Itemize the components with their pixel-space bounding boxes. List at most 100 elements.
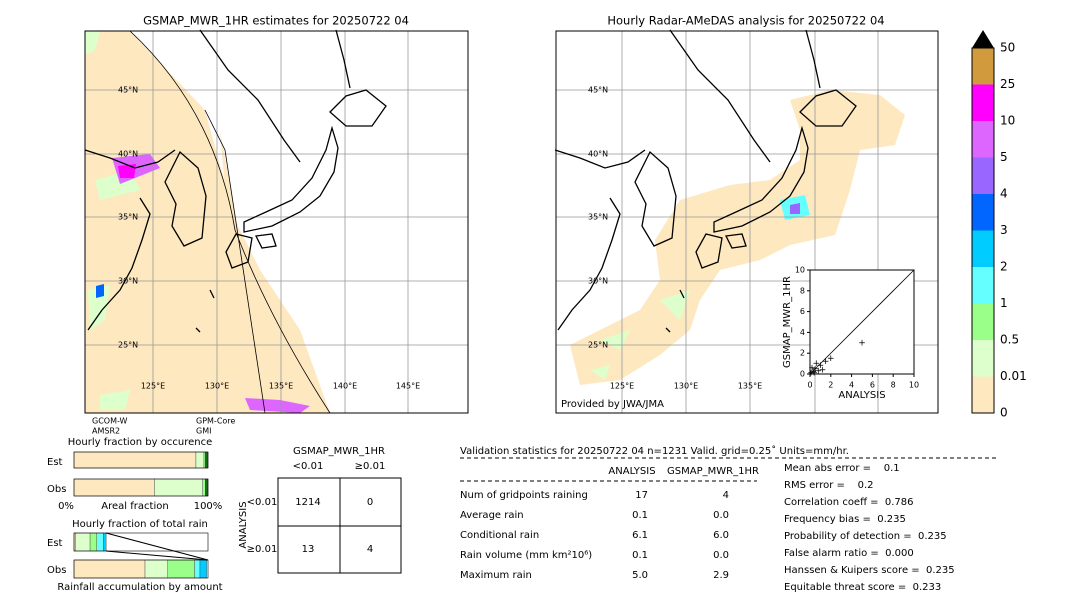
- map-title: GSMAP_MWR_1HR estimates for 20250722 04: [143, 14, 409, 28]
- fraction-segment: [154, 478, 203, 497]
- x-tick-label: 6: [870, 381, 875, 390]
- colorbar-swatch: [972, 230, 994, 267]
- col-label: ≥0.01: [355, 461, 386, 472]
- stat-name: Num of gridpoints raining: [460, 490, 588, 501]
- lon-label: 135°E: [269, 382, 293, 391]
- row-label: Obs: [47, 565, 66, 576]
- fraction-segment: [73, 559, 146, 579]
- y-tick-label: 8: [800, 286, 805, 295]
- stat-value: 0.1: [632, 550, 648, 561]
- connector: [105, 532, 209, 561]
- fraction-segment: [205, 451, 209, 469]
- col-label: GSMAP_MWR_1HR: [667, 466, 759, 477]
- bar-frame: [73, 559, 209, 579]
- credit: Provided by JWA/JMA: [561, 399, 664, 410]
- stat-name: Average rain: [460, 510, 524, 521]
- score: False alarm ratio = 0.000: [784, 548, 914, 559]
- validation-rows: Num of gridpoints raining 17 4 Average rain…: [460, 463, 955, 593]
- scatter-point: +: [827, 354, 835, 364]
- lat-label: 40°N: [588, 150, 608, 159]
- colorbar-label: 0.01: [1000, 369, 1027, 383]
- colorbar-swatch: [972, 376, 994, 413]
- row-label: Obs: [47, 484, 66, 495]
- cell: 0: [367, 497, 373, 508]
- connector: [105, 550, 209, 561]
- col-label: ANALYSIS: [608, 466, 655, 477]
- colorbar-swatch: [972, 121, 994, 158]
- score: Frequency bias = 0.235: [784, 514, 906, 525]
- panel-title: Hourly fraction by occurence: [68, 437, 212, 448]
- fraction-segment: [96, 532, 104, 552]
- x-tick-label: 8: [891, 381, 896, 390]
- fraction-segment: [202, 478, 206, 497]
- score: Correlation coeff = 0.786: [784, 497, 914, 508]
- colorbar-swatch: [972, 48, 994, 85]
- axis-label: 100%: [194, 501, 223, 512]
- colorbar-swatch: [972, 84, 994, 121]
- colorbar-label: 1: [1000, 296, 1008, 310]
- fraction-segment: [203, 451, 206, 469]
- colorbar: 0 0.01 0.5 1 2 3 4 5 10 25 50: [971, 41, 1027, 420]
- y-tick-label: 4: [800, 328, 805, 337]
- row-label: <0.01: [247, 497, 278, 508]
- stat-name: Maximum rain: [460, 570, 532, 581]
- panel-title: Hourly fraction of total rain: [72, 519, 208, 530]
- y-tick-label: 0: [800, 370, 805, 379]
- stat-value: 5.0: [632, 570, 648, 581]
- scatter-point: +: [808, 363, 816, 373]
- contingency-grid: [277, 477, 402, 574]
- sensor-label: GCOM-W: [92, 417, 128, 426]
- table-title: GSMAP_MWR_1HR: [293, 446, 385, 457]
- panel-footer: Rainfall accumulation by amount: [57, 582, 222, 593]
- fraction-segment: [195, 451, 205, 469]
- cell: 4: [367, 544, 373, 555]
- lat-label: 30°N: [118, 277, 138, 286]
- row-label: Est: [47, 538, 63, 549]
- score: Probability of detection = 0.235: [784, 531, 947, 542]
- colorbar-label: 0: [1000, 406, 1008, 420]
- fraction-segment: [75, 532, 91, 552]
- stat-name: Conditional rain: [460, 530, 539, 541]
- colorbar-swatch: [972, 267, 994, 304]
- lon-label: 135°E: [738, 382, 762, 391]
- lon-label: 130°E: [205, 382, 229, 391]
- lat-label: 35°N: [588, 213, 608, 222]
- scatter-point: +: [815, 366, 823, 376]
- bar-frame: [73, 451, 209, 469]
- score: Hanssen & Kuipers score = 0.235: [784, 565, 955, 576]
- scatter-xlabel: ANALYSIS: [838, 390, 885, 401]
- lat-label: 40°N: [118, 150, 138, 159]
- lon-label: 130°E: [674, 382, 698, 391]
- scatter-point: +: [809, 367, 817, 377]
- colorbar-label: 2: [1000, 260, 1008, 274]
- stat-value: 6.0: [713, 530, 729, 541]
- cell: 13: [302, 544, 315, 555]
- row-label: Est: [47, 457, 63, 468]
- colorbar-extend: [972, 30, 994, 48]
- sensor-label: AMSR2: [92, 427, 120, 436]
- stat-value: 4: [723, 490, 729, 501]
- axis-label: 0%: [58, 501, 74, 512]
- bar-frame: [73, 532, 209, 552]
- colorbar-swatch: [972, 157, 994, 194]
- y-tick-label: 10: [795, 266, 805, 275]
- y-tick-label: 6: [800, 307, 805, 316]
- sensor-label: GPM-Core: [196, 417, 235, 426]
- colorbar-label: 10: [1000, 114, 1015, 128]
- stat-value: 17: [635, 490, 648, 501]
- scatter-point: +: [810, 368, 818, 378]
- colorbar-label: 0.5: [1000, 333, 1019, 347]
- right-map: [554, 29, 939, 414]
- validation-header: Validation statistics for 20250722 04 n=…: [460, 445, 849, 457]
- colorbar-swatch: [972, 303, 994, 340]
- lat-label: 35°N: [118, 213, 138, 222]
- sensor-label: GMI: [196, 427, 211, 436]
- score: Mean abs error = 0.1: [784, 463, 900, 474]
- stat-value: 2.9: [713, 570, 729, 581]
- scatter-point: +: [812, 359, 820, 369]
- scatter-point: +: [822, 357, 830, 367]
- fraction-segment: [89, 532, 97, 552]
- scatter-point: +: [817, 361, 825, 371]
- scatter-point: +: [858, 338, 866, 348]
